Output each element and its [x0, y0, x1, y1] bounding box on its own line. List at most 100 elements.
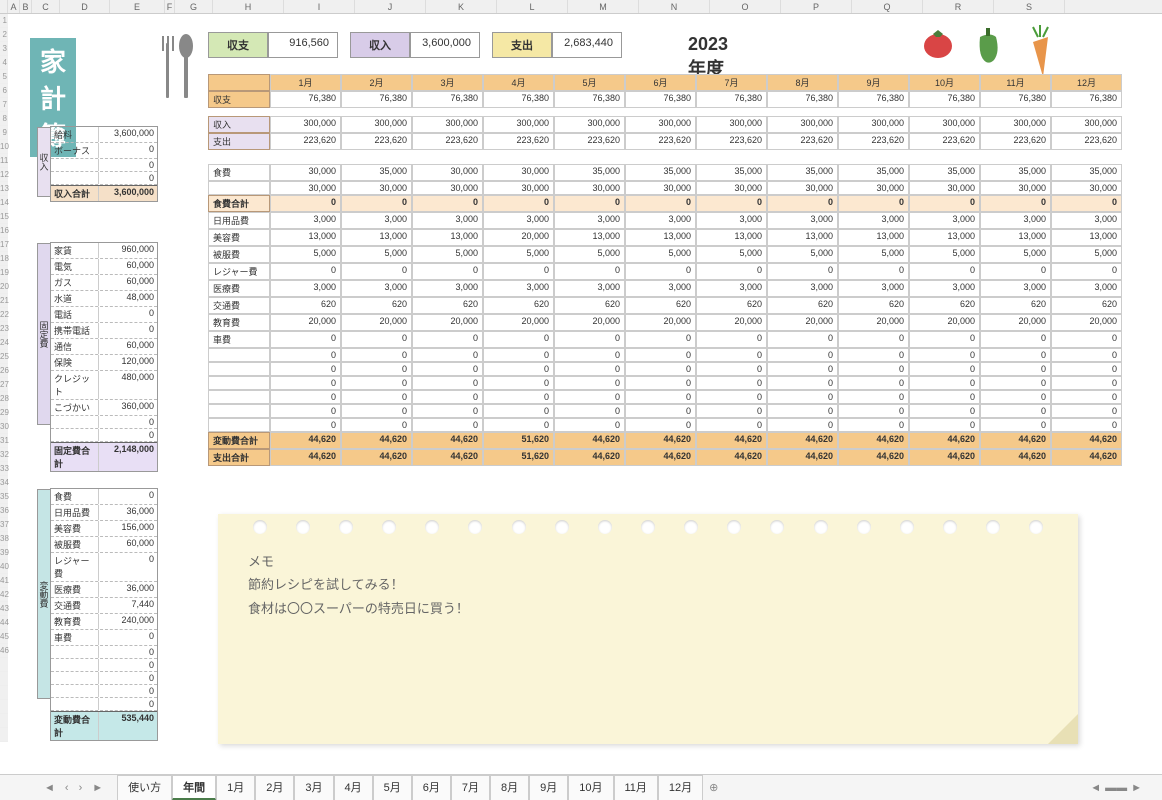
sheet-tab[interactable]: 8月	[490, 775, 529, 800]
grid-cell[interactable]: 13,000	[696, 229, 767, 246]
grid-cell[interactable]: 620	[980, 297, 1051, 314]
grid-cell[interactable]: 300,000	[625, 116, 696, 133]
grid-cell[interactable]: 44,620	[554, 432, 625, 449]
grid-cell[interactable]: 3,000	[270, 280, 341, 297]
grid-cell[interactable]: 3,000	[341, 212, 412, 229]
grid-cell[interactable]: 5,000	[270, 246, 341, 263]
grid-cell[interactable]: 0	[270, 195, 341, 212]
grid-cell[interactable]: 620	[554, 297, 625, 314]
mini-label[interactable]: 食費	[51, 489, 99, 504]
grid-cell[interactable]: 30,000	[767, 181, 838, 195]
grid-cell[interactable]: 5,000	[1051, 246, 1122, 263]
grid-cell[interactable]: 0	[980, 390, 1051, 404]
grid-cell[interactable]: 0	[483, 390, 554, 404]
grid-cell[interactable]: 3,000	[980, 212, 1051, 229]
grid-cell[interactable]: 76,380	[625, 91, 696, 108]
mini-value[interactable]: 0	[99, 143, 157, 158]
grid-cell[interactable]: 3,000	[909, 212, 980, 229]
grid-cell[interactable]: 30,000	[412, 181, 483, 195]
grid-cell[interactable]: 30,000	[412, 164, 483, 181]
grid-cell[interactable]: 20,000	[270, 314, 341, 331]
grid-cell[interactable]: 0	[838, 195, 909, 212]
grid-cell[interactable]: 0	[1051, 404, 1122, 418]
grid-cell[interactable]: 20,000	[483, 229, 554, 246]
grid-cell[interactable]: 0	[341, 362, 412, 376]
grid-cell[interactable]: 0	[980, 348, 1051, 362]
grid-cell[interactable]: 44,620	[270, 449, 341, 466]
grid-cell[interactable]: 0	[696, 404, 767, 418]
grid-cell[interactable]: 300,000	[412, 116, 483, 133]
grid-cell[interactable]: 223,620	[270, 133, 341, 150]
mini-value[interactable]: 240,000	[99, 614, 157, 629]
grid-cell[interactable]: 0	[270, 376, 341, 390]
grid-cell[interactable]: 0	[554, 390, 625, 404]
grid-cell[interactable]: 0	[696, 195, 767, 212]
grid-cell[interactable]: 0	[838, 348, 909, 362]
grid-cell[interactable]: 620	[483, 297, 554, 314]
mini-label[interactable]	[51, 672, 99, 684]
grid-cell[interactable]: 0	[625, 348, 696, 362]
mini-value[interactable]: 0	[99, 489, 157, 504]
grid-cell[interactable]: 0	[270, 348, 341, 362]
grid-cell[interactable]: 300,000	[767, 116, 838, 133]
tab-nav-next[interactable]: ›	[75, 780, 87, 796]
grid-cell[interactable]: 0	[625, 418, 696, 432]
grid-cell[interactable]: 30,000	[483, 181, 554, 195]
grid-cell[interactable]: 0	[838, 263, 909, 280]
grid-cell[interactable]: 13,000	[554, 229, 625, 246]
grid-cell[interactable]: 44,620	[1051, 432, 1122, 449]
grid-cell[interactable]: 20,000	[554, 314, 625, 331]
grid-cell[interactable]: 44,620	[270, 432, 341, 449]
grid-cell[interactable]: 223,620	[980, 133, 1051, 150]
grid-cell[interactable]: 223,620	[838, 133, 909, 150]
grid-cell[interactable]: 76,380	[980, 91, 1051, 108]
mini-value[interactable]: 0	[99, 307, 157, 322]
grid-cell[interactable]: 44,620	[412, 449, 483, 466]
grid-cell[interactable]: 6月	[625, 74, 696, 91]
grid-cell[interactable]: 0	[1051, 263, 1122, 280]
grid-cell[interactable]: 0	[767, 404, 838, 418]
sheet-tab[interactable]: 7月	[451, 775, 490, 800]
grid-cell[interactable]: 300,000	[838, 116, 909, 133]
grid-cell[interactable]: 35,000	[554, 164, 625, 181]
mini-label[interactable]: 被服費	[51, 537, 99, 552]
grid-cell[interactable]: 0	[412, 263, 483, 280]
grid-cell[interactable]: 76,380	[1051, 91, 1122, 108]
grid-cell[interactable]: 0	[270, 390, 341, 404]
grid-cell[interactable]: 3,000	[838, 212, 909, 229]
grid-cell[interactable]: 223,620	[1051, 133, 1122, 150]
grid-cell[interactable]: 620	[767, 297, 838, 314]
grid-cell[interactable]: 0	[909, 195, 980, 212]
mini-value[interactable]: 0	[99, 172, 157, 184]
grid-cell[interactable]: 30,000	[341, 181, 412, 195]
mini-label[interactable]	[51, 429, 99, 441]
grid-cell[interactable]: 620	[909, 297, 980, 314]
grid-cell[interactable]: 44,620	[554, 449, 625, 466]
grid-cell[interactable]: 5月	[554, 74, 625, 91]
grid-cell[interactable]: 30,000	[625, 181, 696, 195]
mini-value[interactable]: 60,000	[99, 259, 157, 274]
grid-cell[interactable]: 35,000	[625, 164, 696, 181]
grid-cell[interactable]: 0	[1051, 331, 1122, 348]
grid-cell[interactable]: 1月	[270, 74, 341, 91]
mini-label[interactable]: 日用品費	[51, 505, 99, 520]
grid-cell[interactable]: 0	[980, 195, 1051, 212]
grid-cell[interactable]: 20,000	[696, 314, 767, 331]
mini-label[interactable]	[51, 698, 99, 710]
grid-cell[interactable]: 3,000	[625, 212, 696, 229]
mini-label[interactable]	[51, 416, 99, 428]
grid-cell[interactable]: 5,000	[696, 246, 767, 263]
sheet-tab[interactable]: 5月	[373, 775, 412, 800]
sheet-tab[interactable]: 4月	[334, 775, 373, 800]
tab-nav-first[interactable]: ◄	[40, 780, 59, 796]
mini-label[interactable]: 水道	[51, 291, 99, 306]
sheet-tab[interactable]: 使い方	[117, 775, 172, 800]
tab-nav-prev[interactable]: ‹	[61, 780, 73, 796]
grid-cell[interactable]: 0	[412, 376, 483, 390]
grid-cell[interactable]: 3,000	[554, 280, 625, 297]
grid-cell[interactable]: 620	[1051, 297, 1122, 314]
sheet-tab[interactable]: 年間	[172, 775, 216, 800]
grid-cell[interactable]: 5,000	[412, 246, 483, 263]
grid-cell[interactable]: 0	[483, 263, 554, 280]
grid-cell[interactable]: 3,000	[838, 280, 909, 297]
